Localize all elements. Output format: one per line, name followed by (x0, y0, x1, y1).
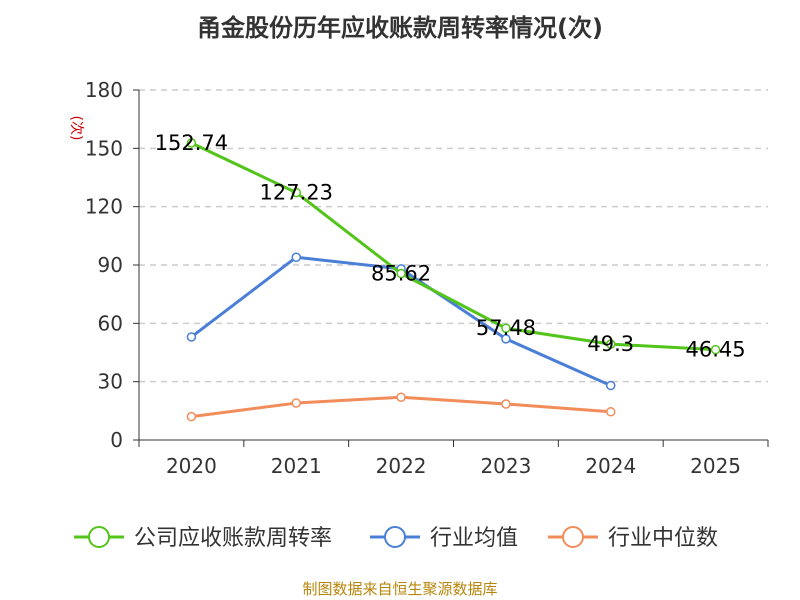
x-tick-label-2021: 2021 (271, 454, 322, 478)
legend-marker-0 (89, 527, 109, 547)
point-1-2021 (292, 253, 300, 261)
point-1-2020 (187, 333, 195, 341)
x-tick-label-2024: 2024 (585, 454, 636, 478)
legend-label-0: 公司应收账款周转率 (134, 526, 332, 551)
y-tick-label-60: 60 (98, 311, 123, 335)
legend-label-2: 行业中位数 (608, 526, 718, 551)
x-tick-label-2020: 2020 (166, 454, 217, 478)
y-tick-label-90: 90 (98, 253, 123, 277)
point-2-2024 (607, 408, 615, 416)
data-label-2021: 127.23 (260, 181, 333, 205)
legend-label-1: 行业均值 (430, 526, 518, 551)
source-note: 制图数据来自恒生聚源数据库 (0, 578, 800, 599)
point-2-2023 (502, 400, 510, 408)
chart-canvas: 0 30 60 90 120 150 180 2020 2021 2022 2023 2024 2025… (0, 0, 800, 600)
point-2-2021 (292, 399, 300, 407)
y-tick-label-120: 120 (85, 195, 123, 219)
data-label-2024: 49.3 (587, 332, 634, 356)
point-2-2020 (187, 413, 195, 421)
legend-marker-1 (385, 527, 405, 547)
data-labels: 152.74 127.23 85.62 57.48 49.3 46.45 (155, 131, 746, 362)
y-axis-unit-label: (次) (68, 116, 84, 141)
x-tick-label-2025: 2025 (690, 454, 741, 478)
data-label-2023: 57.48 (476, 316, 536, 340)
series-line-0 (191, 143, 715, 350)
y-tick-label-180: 180 (85, 78, 123, 102)
point-2-2022 (397, 393, 405, 401)
x-tick-label-2023: 2023 (480, 454, 531, 478)
grid-lines (139, 90, 768, 382)
data-label-2025: 46.45 (686, 338, 746, 362)
point-1-2024 (607, 382, 615, 390)
data-label-2020: 152.74 (155, 131, 228, 155)
legend-marker-2 (563, 527, 583, 547)
legend: 公司应收账款周转率 行业均值 行业中位数 (74, 526, 718, 551)
data-label-2022: 85.62 (371, 262, 431, 286)
y-tick-label-150: 150 (85, 136, 123, 160)
x-tick-label-2022: 2022 (376, 454, 427, 478)
y-tick-label-30: 30 (98, 370, 123, 394)
y-tick-label-0: 0 (110, 428, 123, 452)
